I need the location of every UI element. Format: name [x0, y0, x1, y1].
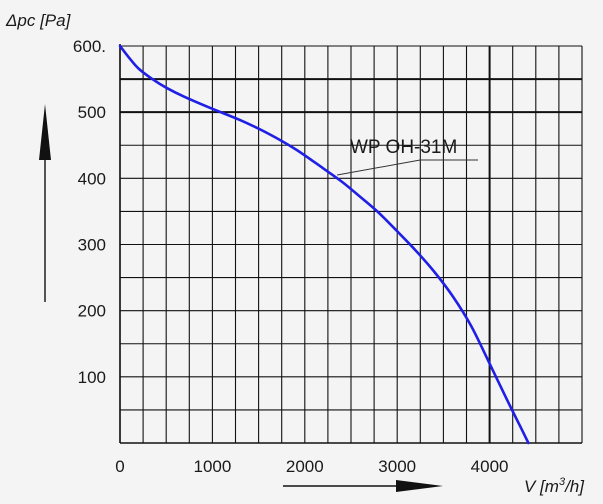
y-tick-label: 400 — [78, 169, 106, 188]
annotation-leader-line — [337, 159, 478, 176]
axis-arrows — [39, 104, 443, 492]
grid — [119, 45, 583, 444]
x-tick-label: 0 — [115, 457, 124, 476]
y-tick-label: 600. — [73, 37, 106, 56]
x-tick-label: 1000 — [193, 457, 231, 476]
axes — [119, 44, 582, 444]
x-direction-arrowhead — [396, 480, 443, 492]
y-tick-label: 300 — [78, 236, 106, 255]
y-tick-label: 500 — [78, 103, 106, 122]
series-label: WP OH-31M — [350, 137, 457, 158]
x-tick-label: 4000 — [471, 457, 509, 476]
series-layer — [118, 44, 530, 445]
x-axis-label: V [m3/h] — [524, 476, 585, 496]
y-tick-label: 100 — [78, 368, 106, 387]
axis-labels: Δpc [Pa] V [m3/h] — [5, 11, 585, 496]
series-line-wp-oh-31m — [118, 44, 530, 445]
tick-labels: 0 1000 2000 3000 4000 100 200 300 400 500 600. — [73, 37, 509, 476]
x-tick-label: 3000 — [378, 457, 416, 476]
y-axis-label: Δpc [Pa] — [5, 11, 72, 30]
annotations: WP OH-31M — [337, 137, 478, 176]
y-tick-label: 200 — [78, 302, 106, 321]
x-tick-label: 2000 — [286, 457, 324, 476]
y-direction-arrowhead — [39, 104, 51, 160]
